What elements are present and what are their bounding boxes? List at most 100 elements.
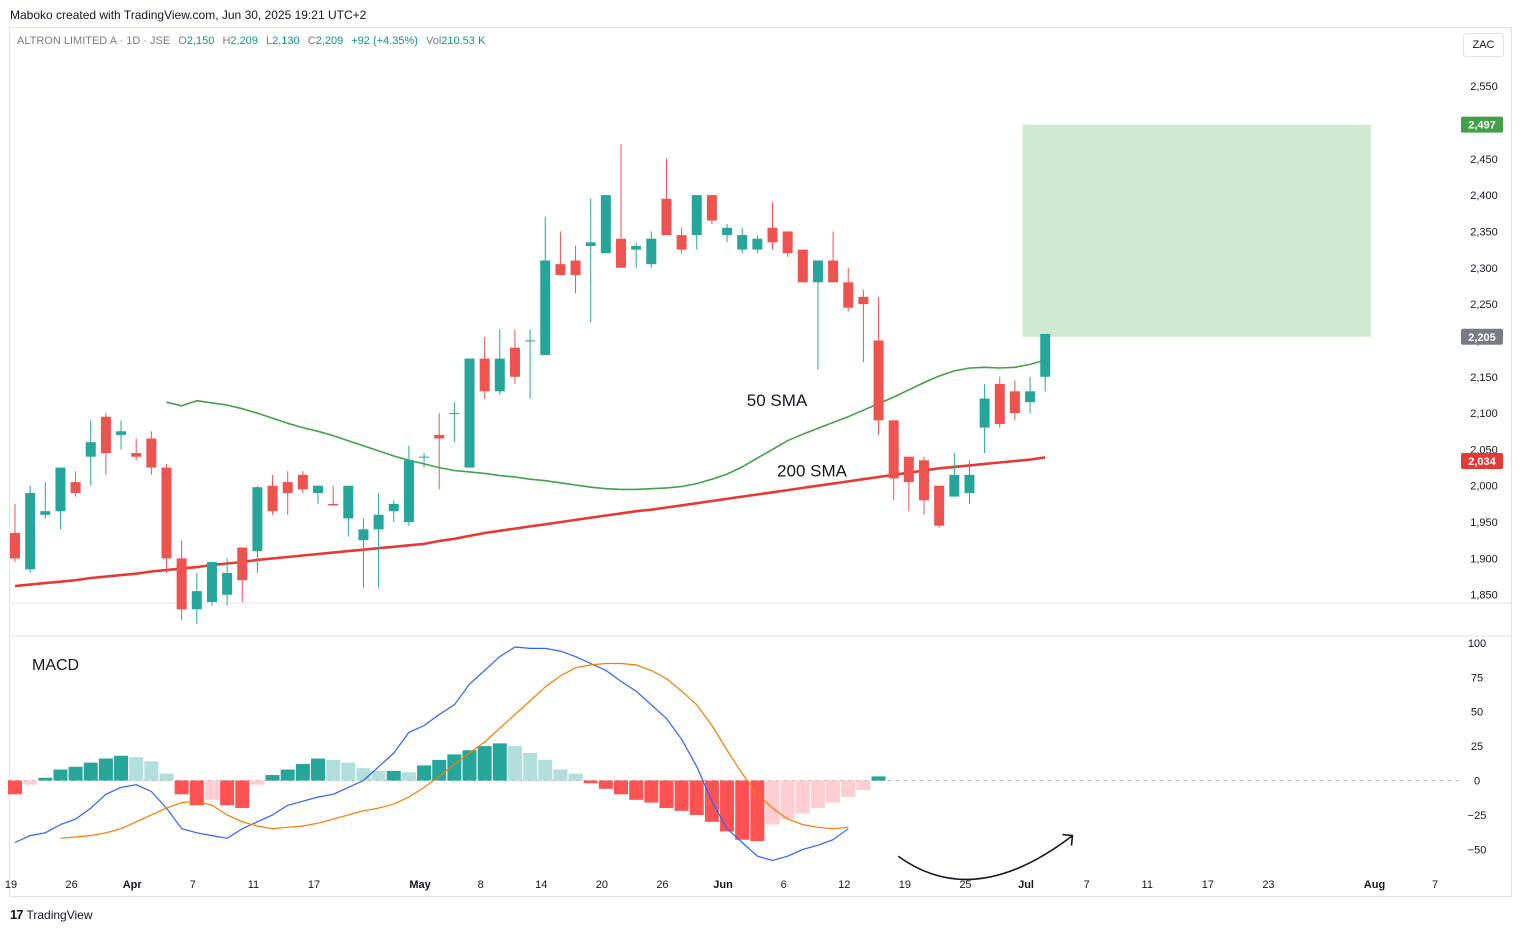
candle-body: [585, 242, 596, 246]
histogram-bar: [523, 753, 538, 781]
time-tick-label: 7: [1432, 879, 1438, 891]
histogram-bar: [189, 780, 204, 806]
chart-annotation: 50 SMA: [747, 391, 808, 410]
volume-value: 210.53 K: [441, 35, 486, 47]
candle: [691, 195, 702, 250]
candle-body: [494, 358, 505, 392]
price-badge-bg: [1461, 116, 1503, 133]
candle: [873, 296, 884, 435]
price-badge-text: 2,205: [1468, 332, 1496, 344]
price-badge-bg: [1461, 328, 1503, 345]
histogram-bar: [68, 766, 83, 781]
histogram-bar: [386, 770, 401, 781]
histogram-bar: [159, 773, 174, 781]
time-tick-label: 25: [959, 879, 971, 891]
candle: [479, 336, 490, 399]
candle-body: [222, 572, 233, 595]
time-tick-label: 26: [65, 879, 77, 891]
candle-body: [191, 591, 202, 610]
macd-tick-label: 75: [1471, 672, 1483, 684]
histogram-bar: [856, 780, 871, 791]
candle-body: [752, 238, 763, 250]
candle-body: [858, 296, 869, 305]
histogram-bar: [659, 780, 674, 809]
time-tick-label: Aug: [1364, 879, 1385, 891]
histogram-bar: [174, 780, 189, 795]
candle-body: [10, 532, 20, 559]
histogram-bar: [295, 764, 310, 781]
histogram-bar: [432, 759, 447, 781]
signal-line: [60, 662, 849, 839]
candle-body: [949, 474, 960, 497]
histogram-bar: [735, 780, 750, 840]
candle: [949, 453, 960, 497]
price-tick-label: 1,850: [1470, 590, 1498, 602]
time-tick-label: 17: [1202, 879, 1214, 891]
annotations-group: 50 SMA 200 SMA: [747, 391, 848, 480]
candle-body: [1009, 391, 1020, 414]
histogram-bar: [614, 780, 628, 795]
candle: [40, 482, 51, 519]
histogram-bar: [477, 746, 492, 781]
price-tick-label: 2,000: [1470, 481, 1498, 493]
candle-body: [934, 485, 945, 526]
histogram-bar: [401, 772, 416, 781]
price-badge-text: 2,034: [1468, 456, 1496, 468]
candle: [782, 231, 793, 257]
candle: [85, 420, 96, 486]
histogram-bar: [98, 758, 113, 781]
tradingview-logo-icon: 17: [10, 907, 24, 922]
candle: [585, 198, 596, 323]
low-label: L: [265, 35, 273, 47]
symbol-legend: ALTRON LIMITED A · 1D · JSE O2,150 H2,20…: [17, 35, 485, 47]
time-tick-label: 19: [899, 879, 911, 891]
histogram-bar: [83, 762, 98, 781]
candle-body: [525, 340, 536, 342]
price-tick-label: 2,450: [1470, 154, 1498, 166]
candle: [843, 267, 854, 312]
candle: [540, 216, 551, 355]
candle-body: [964, 474, 975, 494]
currency-button[interactable]: ZAC: [1463, 33, 1504, 57]
brand-name: TradingView: [26, 907, 93, 922]
candle-body: [737, 235, 748, 250]
macd-tick-label: 100: [1468, 638, 1486, 650]
sma50-line: [166, 359, 1046, 491]
candle-body: [1025, 391, 1036, 403]
sma200-line: [14, 456, 1046, 588]
candle-body: [373, 514, 384, 530]
histogram-bar: [507, 746, 522, 781]
close-value: 2,209: [315, 35, 344, 47]
candle-body: [828, 260, 839, 283]
time-tick-label: 6: [781, 879, 787, 891]
macd-axis: 100 75 50 25 0 −25 −50: [1468, 638, 1487, 856]
candle: [1009, 380, 1020, 421]
time-tick-label: 14: [535, 879, 547, 891]
time-tick-label: 19: [5, 879, 17, 891]
candle-body: [25, 493, 36, 570]
macd-tick-label: −25: [1468, 810, 1487, 822]
candle: [55, 467, 66, 530]
volume-label: Vol: [425, 35, 442, 47]
candle-body: [358, 529, 369, 541]
histogram-bar: [204, 780, 219, 800]
change-value: +92 (+4.35%): [351, 35, 418, 47]
candle: [737, 227, 748, 254]
candle-body: [812, 260, 823, 283]
candle: [419, 453, 430, 468]
candle-body: [873, 340, 884, 421]
histogram-bar: [311, 758, 325, 781]
macd-tick-label: 0: [1474, 776, 1480, 788]
candle: [10, 503, 20, 563]
candle-body: [328, 503, 339, 506]
candle: [388, 500, 399, 523]
histogram-bar: [53, 769, 68, 781]
candle: [403, 445, 414, 526]
candle: [373, 493, 384, 588]
macd-lines: [14, 646, 849, 862]
candle: [449, 402, 460, 443]
price-labels: 2,497 2,205 2,034: [1461, 116, 1503, 470]
candle-body: [237, 547, 248, 581]
candle: [616, 144, 626, 268]
